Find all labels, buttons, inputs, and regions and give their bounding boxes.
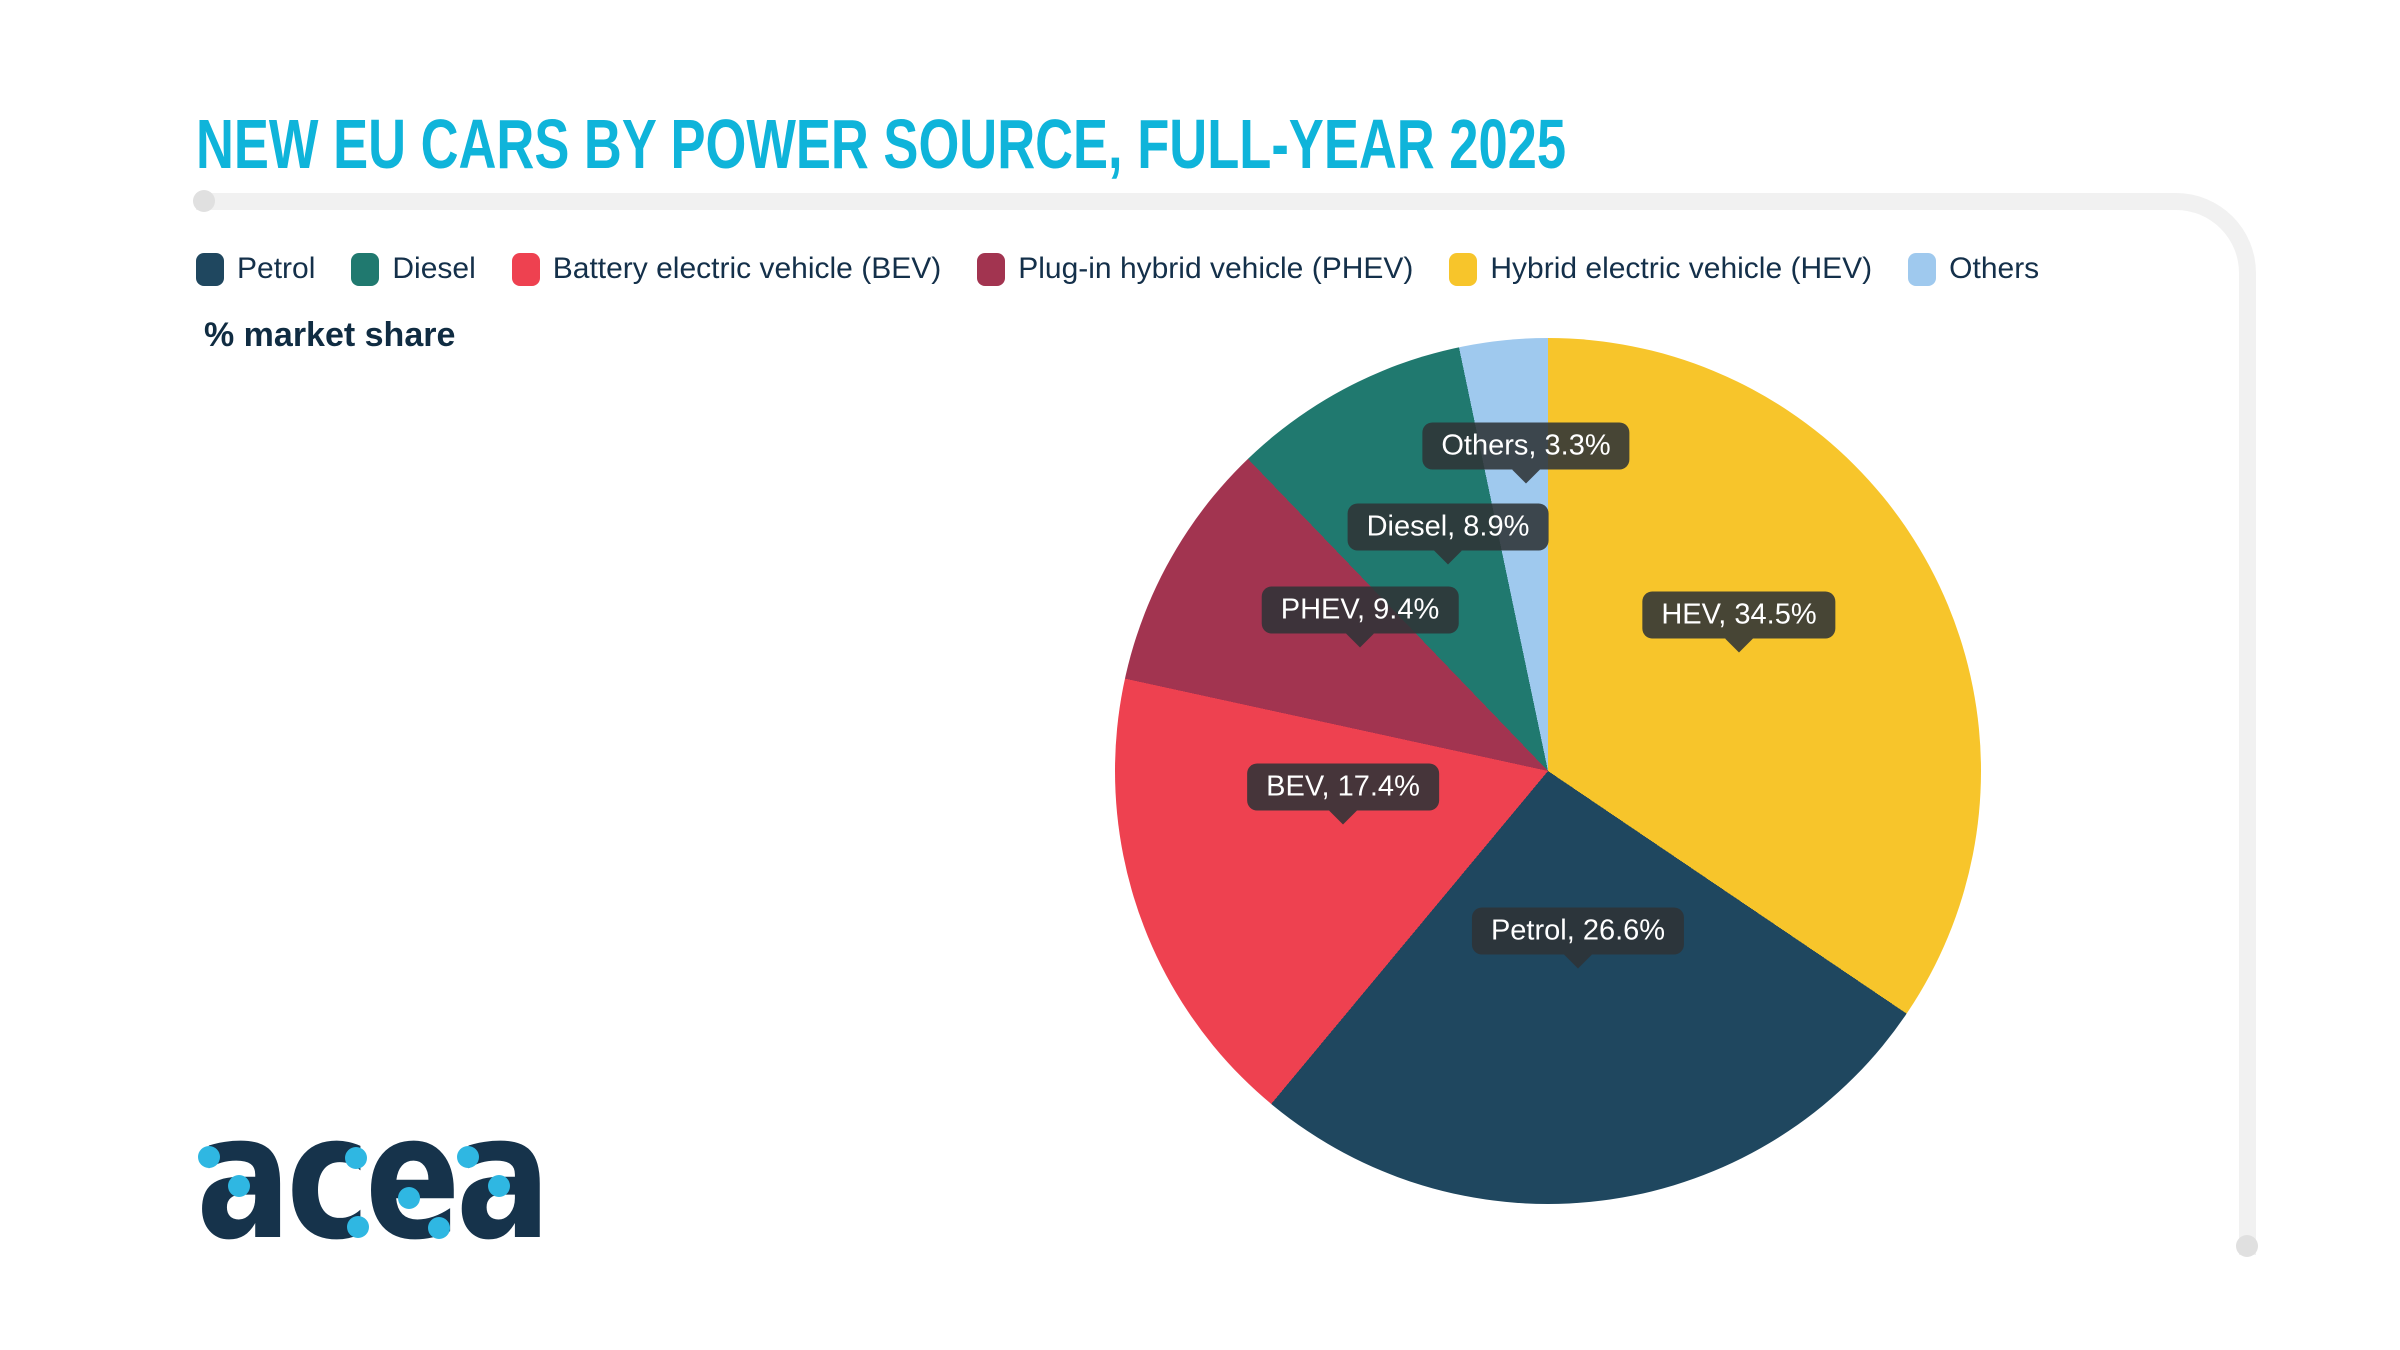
tooltip-text: PHEV, 9.4%: [1280, 593, 1440, 626]
legend-label: Plug-in hybrid vehicle (PHEV): [1018, 252, 1414, 285]
tooltip-text: Others, 3.3%: [1441, 429, 1611, 462]
tooltip-text: Petrol, 26.6%: [1490, 914, 1666, 947]
tooltip-phev: PHEV, 9.4%: [1261, 586, 1459, 634]
page-title: NEW EU CARS BY POWER SOURCE, FULL-YEAR 2…: [196, 105, 1567, 183]
legend-item-phev: Plug-in hybrid vehicle (PHEV): [977, 252, 1413, 286]
tooltip-text: Diesel, 8.9%: [1366, 510, 1530, 543]
legend-label: Battery electric vehicle (BEV): [552, 252, 942, 285]
logo-dot: [398, 1187, 420, 1209]
tooltip-diesel: Diesel, 8.9%: [1347, 503, 1549, 551]
legend-item-hev: Hybrid electric vehicle (HEV): [1449, 252, 1872, 286]
tooltip-hev: HEV, 34.5%: [1642, 591, 1836, 639]
logo-dot: [488, 1175, 510, 1197]
tooltip-text: BEV, 17.4%: [1266, 770, 1420, 803]
unit-note: % market share: [204, 316, 456, 354]
logo-dot: [198, 1146, 220, 1168]
tooltip-others: Others, 3.3%: [1422, 422, 1630, 470]
legend-swatch-others: [1908, 252, 1937, 286]
legend-swatch-bev: [511, 252, 540, 286]
legend-swatch-hev: [1449, 252, 1478, 286]
legend-swatch-phev: [977, 252, 1006, 286]
logo-dot: [457, 1146, 479, 1168]
legend-item-diesel: Diesel: [351, 252, 476, 286]
legend-item-petrol: Petrol: [196, 252, 315, 286]
tooltip-bev: BEV, 17.4%: [1247, 763, 1439, 811]
legend-label: Diesel: [392, 252, 476, 285]
legend-label: Petrol: [237, 252, 316, 285]
acea-logo: acea: [196, 1092, 596, 1278]
tooltip-petrol: Petrol, 26.6%: [1471, 907, 1685, 955]
legend: Petrol Diesel Battery electric vehicle (…: [196, 252, 2039, 286]
logo-dot: [428, 1217, 450, 1239]
decorative-frame-line: [196, 193, 2256, 1255]
logo-dot: [228, 1175, 250, 1197]
legend-item-others: Others: [1908, 252, 2039, 286]
legend-label: Hybrid electric vehicle (HEV): [1490, 252, 1873, 285]
frame-left-cap-dot: [193, 190, 215, 212]
legend-swatch-petrol: [196, 252, 224, 286]
frame-bottom-cap-dot: [2236, 1235, 2258, 1257]
legend-item-bev: Battery electric vehicle (BEV): [511, 252, 942, 286]
legend-label: Others: [1949, 252, 2040, 285]
logo-dot: [345, 1147, 367, 1169]
logo-dot: [347, 1216, 369, 1238]
tooltip-text: HEV, 34.5%: [1661, 598, 1817, 631]
legend-swatch-diesel: [351, 252, 380, 286]
